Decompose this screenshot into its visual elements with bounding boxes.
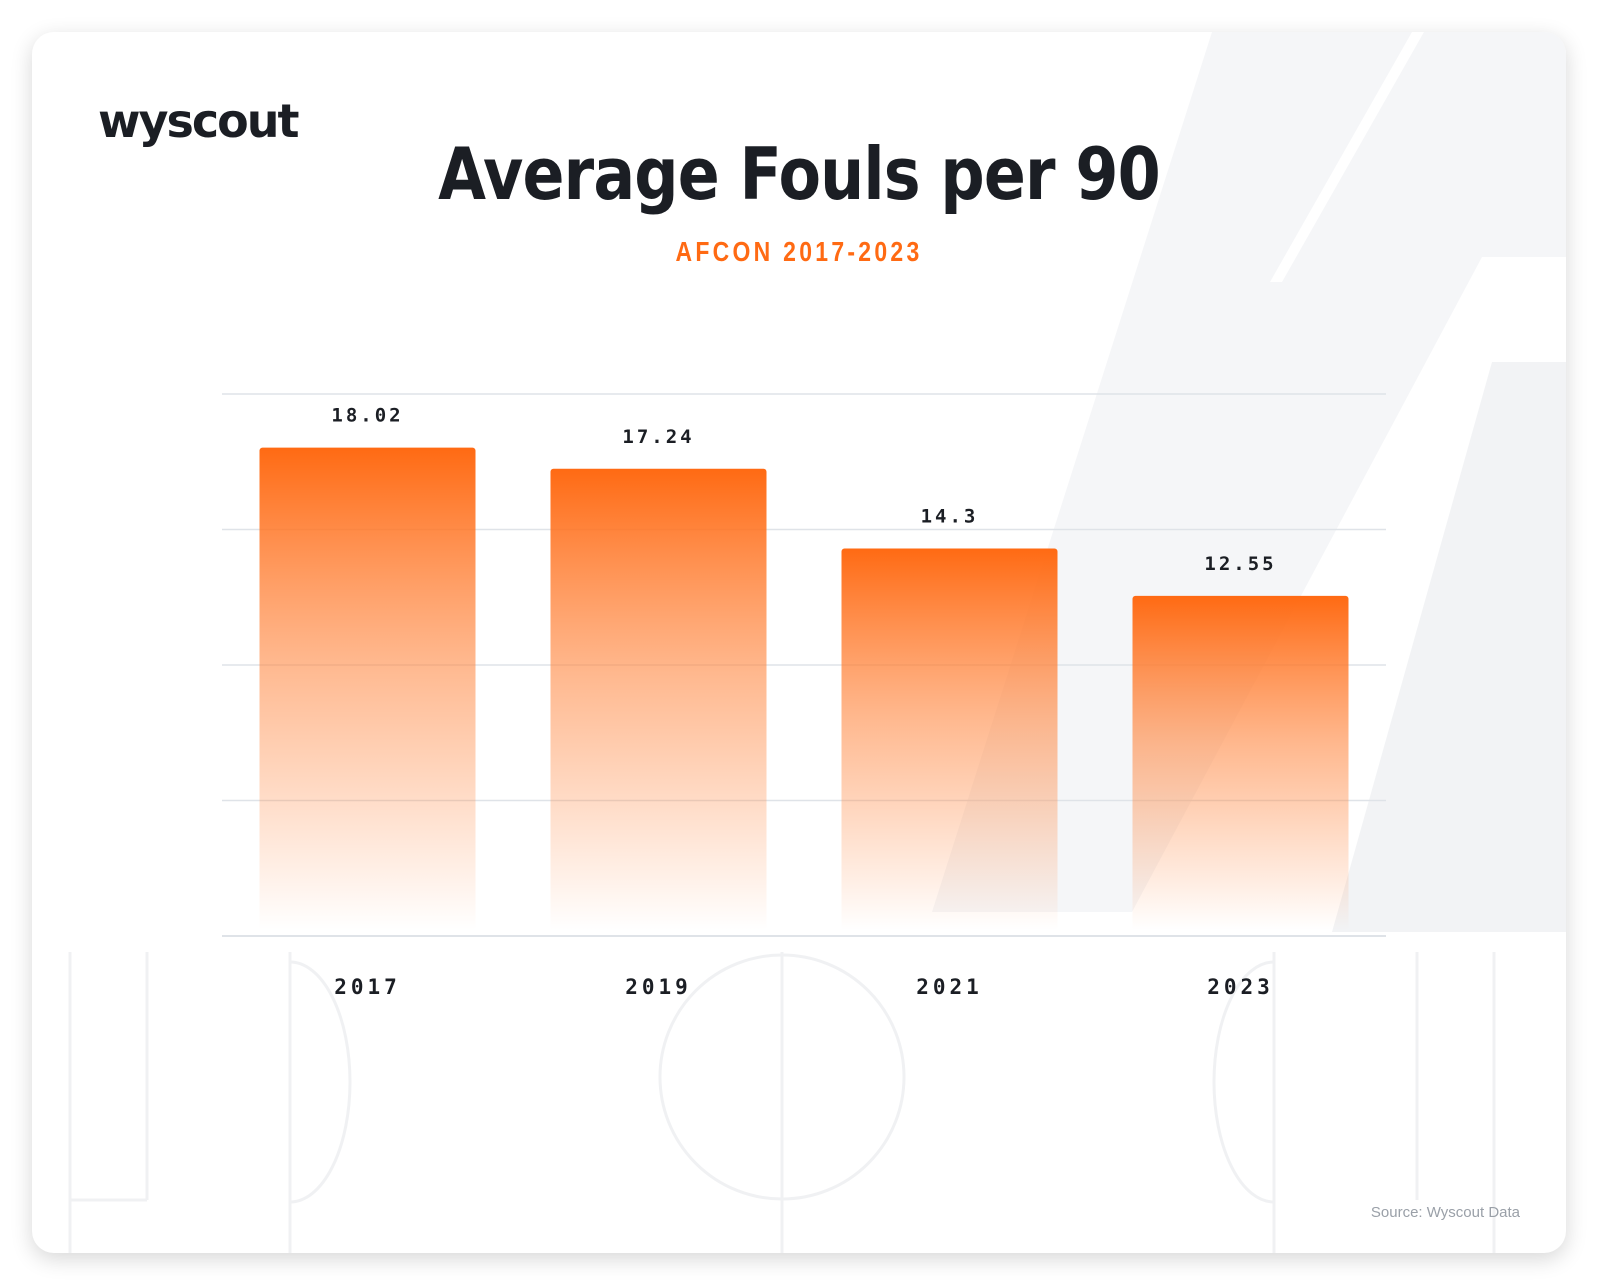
background-decoration xyxy=(68,32,1566,1253)
chart-card: wyscout Average Fouls per 90 AFCON 2017-… xyxy=(32,32,1566,1253)
bg-diagonal-band xyxy=(932,32,1566,912)
bar-2019 xyxy=(550,468,767,930)
bar-2017 xyxy=(259,447,476,930)
value-label-2021: 14.3 xyxy=(921,505,979,527)
bar-chart: 18.02 2017 17.24 2019 14.3 2021 12.55 2023 xyxy=(222,393,1386,999)
pitch-lines xyxy=(68,952,1496,1253)
category-label-2017: 2017 xyxy=(334,975,401,999)
bg-diagonal-stripe xyxy=(1270,32,1424,282)
wyscout-logo: wyscout xyxy=(98,94,299,148)
value-label-2023: 12.55 xyxy=(1204,553,1276,575)
category-label-2023: 2023 xyxy=(1207,975,1274,999)
bg-diagonal-band-2 xyxy=(1332,362,1566,932)
bar-2023 xyxy=(1132,595,1349,930)
source-note: Source: Wyscout Data xyxy=(1370,1204,1520,1221)
bar-2021 xyxy=(841,548,1058,930)
chart-title: Average Fouls per 90 xyxy=(438,132,1161,216)
category-label-2021: 2021 xyxy=(916,975,983,999)
chart-subtitle: AFCON 2017-2023 xyxy=(675,236,923,267)
value-label-2017: 18.02 xyxy=(331,405,403,427)
category-label-2019: 2019 xyxy=(625,975,692,999)
value-label-2019: 17.24 xyxy=(622,426,694,448)
